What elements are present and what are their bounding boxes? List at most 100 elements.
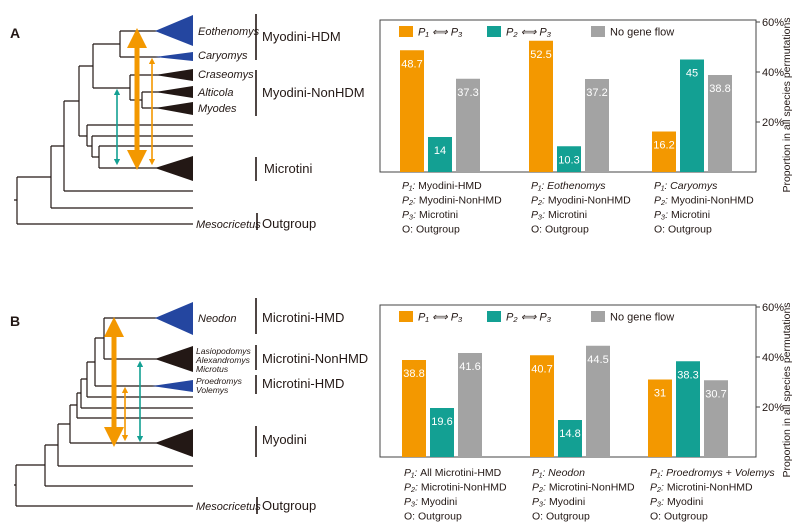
population-role: O:	[654, 224, 668, 236]
population-role: O:	[531, 224, 545, 236]
legend-label: No gene flow	[610, 312, 674, 324]
bar	[456, 78, 480, 172]
taxon-label: Lasiopodomys	[196, 346, 252, 356]
population-role: P₃:	[532, 496, 549, 508]
bar	[676, 361, 700, 457]
population-role: O:	[402, 224, 416, 236]
y-axis-label: Proportion in all species permutations	[781, 17, 793, 192]
taxon-label: Volemys	[196, 385, 229, 395]
population-name: Myodini	[421, 496, 457, 508]
bar	[708, 75, 732, 172]
category-label-line: O: Outgroup	[402, 224, 460, 236]
population-name: Myodini-NonHMD	[419, 195, 502, 207]
bar-value-label: 38.3	[677, 369, 698, 381]
legend-swatch	[487, 311, 501, 322]
clade-triangle-eothenomys	[155, 15, 193, 46]
group-label: Microtini	[264, 161, 313, 176]
population-name: Myodini-HMD	[418, 180, 482, 192]
taxon-label: Neodon	[198, 313, 237, 325]
chart-panel-b: 20% 40% 60%Proportion in all species permu…	[379, 302, 793, 523]
population-role: P₁:	[531, 180, 547, 192]
taxon-label: Alexandromys	[195, 355, 251, 365]
population-name: Myodini	[667, 496, 703, 508]
legend-label: P₁ ⟺ P₃	[418, 312, 463, 324]
category-label-line: P₂: Microtini-NonHMD	[404, 482, 507, 494]
category-label-line: P₂: Microtini-NonHMD	[532, 482, 635, 494]
category-label-line: P₁: Myodini-HMD	[402, 180, 482, 192]
population-name: Microtini-NonHMD	[549, 482, 635, 494]
bar	[529, 40, 553, 172]
category-label-line: P₂: Myodini-NonHMD	[402, 195, 502, 207]
taxon-label: Eothenomys	[198, 26, 260, 38]
clade-triangle-myodini	[155, 429, 193, 457]
population-role: O:	[650, 511, 664, 523]
clade-triangle-neodon	[155, 302, 193, 335]
bar	[680, 59, 704, 172]
tree-branches	[14, 30, 193, 225]
bar	[586, 345, 610, 457]
population-role: P₃:	[531, 209, 548, 221]
population-name: Neodon	[548, 467, 585, 479]
bar	[400, 50, 424, 172]
legend-swatch	[487, 26, 501, 37]
population-name: Microtini	[548, 209, 587, 221]
population-name: Microtini-NonHMD	[421, 482, 507, 494]
legend-swatch	[591, 311, 605, 322]
bar-value-label: 16.2	[653, 140, 674, 152]
category-label-line: O: Outgroup	[654, 224, 712, 236]
chart-panel-a: 20% 40% 60%Proportion in all species permu…	[379, 17, 793, 236]
population-name: Caryomys	[670, 180, 718, 192]
population-role: P₁:	[404, 467, 420, 479]
category-label-line: P₃: Microtini	[531, 209, 587, 221]
group-label: Microtini-HMD	[262, 376, 344, 391]
category-label-line: O: Outgroup	[404, 511, 462, 523]
population-name: Proedromys + Volemys	[666, 467, 775, 479]
population-role: P₁:	[532, 467, 548, 479]
y-tick-label: 20%	[762, 117, 784, 129]
population-name: All Microtini-HMD	[420, 467, 502, 479]
population-name: Outgroup	[545, 224, 589, 236]
bar-value-label: 38.8	[403, 368, 424, 380]
population-role: P₁:	[654, 180, 670, 192]
population-role: P₁:	[402, 180, 418, 192]
bar-value-label: 31	[654, 388, 666, 400]
population-name: Microtini	[419, 209, 458, 221]
population-role: P₃:	[402, 209, 419, 221]
bar-value-label: 44.5	[587, 354, 608, 366]
category-label-line: P₁: Neodon	[532, 467, 585, 479]
category-label-line: P₃: Myodini	[532, 496, 585, 508]
category-label-line: P₃: Myodini	[650, 496, 703, 508]
population-role: P₃:	[404, 496, 421, 508]
bar	[458, 353, 482, 457]
population-name: Microtini	[671, 209, 710, 221]
population-role: P₁:	[650, 467, 666, 479]
population-role: P₂:	[532, 482, 549, 494]
group-label: Outgroup	[262, 216, 316, 231]
bar-value-label: 30.7	[705, 388, 726, 400]
taxon-label: Mesocricetus	[196, 219, 261, 231]
legend-swatch	[591, 26, 605, 37]
population-name: Myodini-NonHMD	[671, 195, 754, 207]
category-label-line: P₂: Microtini-NonHMD	[650, 482, 753, 494]
population-role: O:	[532, 511, 546, 523]
population-role: P₃:	[650, 496, 667, 508]
taxon-label: Alticola	[197, 87, 233, 99]
y-tick-label: 60%	[762, 302, 784, 314]
legend-swatch	[399, 311, 413, 322]
group-label: Microtini-HMD	[262, 310, 344, 325]
category-label-line: O: Outgroup	[531, 224, 589, 236]
bar	[402, 360, 426, 457]
category-label-line: P₁: Caryomys	[654, 180, 718, 192]
population-role: P₂:	[531, 195, 548, 207]
population-name: Myodini	[549, 496, 585, 508]
bar-value-label: 10.3	[558, 154, 579, 166]
legend-label: P₁ ⟺ P₃	[418, 27, 463, 39]
clade-triangle-microtini	[155, 156, 193, 181]
panel-a-tree: A Eothenomys Caryomys Craseomys Alticola…	[10, 14, 365, 231]
population-role: P₂:	[404, 482, 421, 494]
population-name: Microtini-NonHMD	[667, 482, 753, 494]
bar	[648, 379, 672, 457]
population-name: Outgroup	[418, 511, 462, 523]
population-role: P₃:	[654, 209, 671, 221]
